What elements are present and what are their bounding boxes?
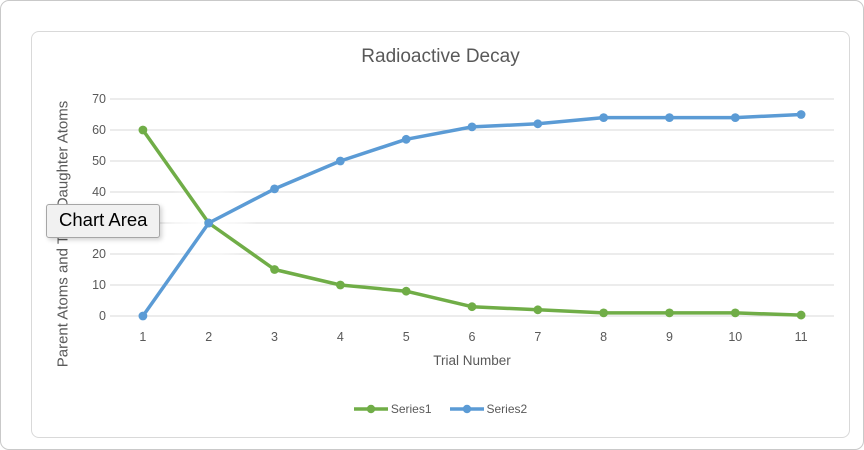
series2-marker[interactable] <box>138 311 148 321</box>
x-tick-label: 8 <box>600 330 608 344</box>
y-tick-label: 20 <box>92 247 106 261</box>
series2-marker[interactable] <box>533 119 543 129</box>
series2-marker[interactable] <box>599 113 609 122</box>
series2-marker[interactable] <box>467 122 477 132</box>
x-tick-label: 2 <box>205 330 213 344</box>
plot-area[interactable] <box>32 32 851 439</box>
legend-label: Series1 <box>390 402 432 416</box>
series1-marker[interactable] <box>533 305 543 315</box>
y-tick-label: 10 <box>92 278 106 292</box>
x-axis-title[interactable]: Trial Number <box>433 353 511 368</box>
x-tick-label: 4 <box>336 330 344 344</box>
y-tick-label: 70 <box>92 92 106 106</box>
legend-label: Series2 <box>486 402 528 416</box>
x-tick-label: 1 <box>139 330 147 344</box>
y-tick-label: 50 <box>92 154 106 168</box>
series1-marker[interactable] <box>335 280 345 290</box>
series2-marker[interactable] <box>665 113 674 122</box>
series1-marker[interactable] <box>467 302 477 312</box>
series2-marker[interactable] <box>335 156 345 166</box>
series2-marker[interactable] <box>730 113 740 122</box>
x-tick-label: 6 <box>468 330 476 344</box>
series2-marker[interactable] <box>270 184 279 194</box>
legend-marker-icon <box>353 404 388 414</box>
series1-marker[interactable] <box>270 265 279 274</box>
series1-marker[interactable] <box>401 286 411 296</box>
y-tick-label: 60 <box>92 123 106 137</box>
series2-marker[interactable] <box>796 110 806 119</box>
series1-marker[interactable] <box>599 308 609 318</box>
legend-item-series2[interactable]: Series2 <box>449 402 528 416</box>
x-tick-label: 11 <box>794 330 808 344</box>
chart-title[interactable]: Radioactive Decay <box>361 46 520 67</box>
x-tick-label: 3 <box>271 330 278 344</box>
chart-area-tooltip: Chart Area <box>46 204 161 238</box>
series1-marker[interactable] <box>138 125 148 135</box>
series2-marker[interactable] <box>204 218 214 228</box>
series2-marker[interactable] <box>401 134 411 144</box>
legend[interactable]: Series1 Series2 <box>32 402 849 416</box>
legend-marker-icon <box>449 404 484 414</box>
y-tick-label: 40 <box>92 185 106 199</box>
x-tick-label: 10 <box>728 330 743 344</box>
series1-marker[interactable] <box>730 308 740 318</box>
y-tick-label: 0 <box>99 309 106 323</box>
tooltip-label: Chart Area <box>59 209 148 230</box>
series1-marker[interactable] <box>796 310 806 320</box>
series1-marker[interactable] <box>665 308 674 318</box>
chart-area[interactable]: Radioactive Decay Parent Atoms and Total… <box>31 31 850 438</box>
legend-item-series1[interactable]: Series1 <box>353 402 432 416</box>
x-tick-label: 7 <box>534 330 542 344</box>
x-tick-label: 9 <box>665 330 673 344</box>
x-tick-label: 5 <box>402 330 410 344</box>
